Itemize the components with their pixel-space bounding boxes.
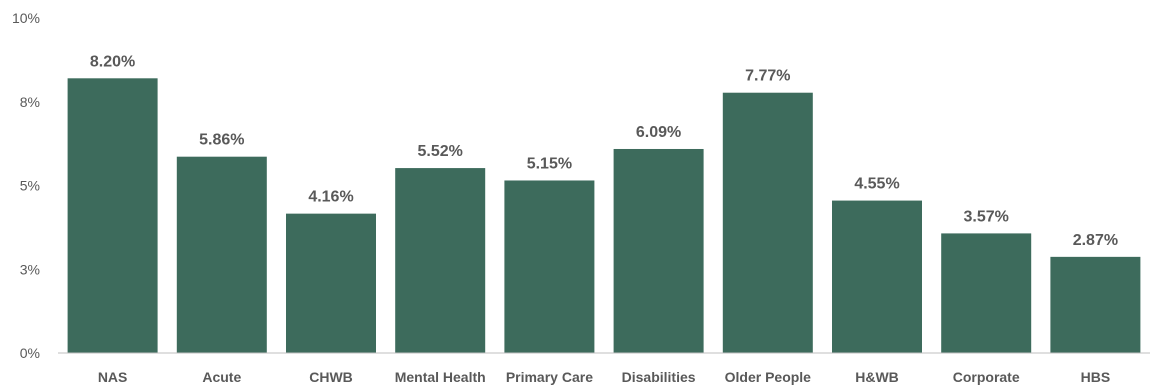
- data-label: 2.87%: [1073, 232, 1118, 249]
- x-tick-label: NAS: [98, 369, 128, 385]
- y-tick-label: 3%: [20, 261, 40, 277]
- y-axis: 0% 3% 5% 8% 10%: [12, 10, 40, 361]
- x-tick-label: Disabilities: [622, 369, 696, 385]
- bar: [176, 156, 267, 353]
- x-axis: NAS Acute CHWB Mental Health Primary Care Dis…: [58, 352, 1150, 385]
- data-labels: 8.20% 5.86% 4.16% 5.52% 5.15% 6.09% 7.77% 4.55%…: [90, 53, 1118, 249]
- x-tick-label: Older People: [725, 369, 812, 385]
- x-tick-label: Corporate: [953, 369, 1020, 385]
- data-label: 5.15%: [527, 155, 572, 172]
- bar: [504, 180, 595, 353]
- data-label: 3.57%: [964, 208, 1009, 225]
- bar: [1050, 256, 1141, 353]
- y-tick-label: 0%: [20, 345, 40, 361]
- bars: [67, 78, 1141, 354]
- y-tick-label: 5%: [20, 178, 40, 194]
- x-tick-label: Primary Care: [506, 369, 593, 385]
- bar: [67, 78, 158, 354]
- data-label: 8.20%: [90, 53, 135, 70]
- data-label: 7.77%: [745, 68, 790, 85]
- x-tick-label: Mental Health: [395, 369, 486, 385]
- bar: [395, 168, 486, 353]
- bar: [832, 200, 922, 353]
- data-label: 4.16%: [308, 189, 353, 206]
- y-tick-label: 10%: [12, 10, 40, 26]
- x-tick-label: HBS: [1081, 369, 1111, 385]
- bar: [722, 92, 813, 353]
- bar: [941, 233, 1032, 353]
- x-tick-label: CHWB: [309, 369, 353, 385]
- x-tick-label: Acute: [202, 369, 241, 385]
- data-label: 6.09%: [636, 124, 681, 141]
- data-label: 4.55%: [854, 176, 899, 193]
- bar: [286, 213, 376, 353]
- x-tick-label: H&WB: [855, 369, 899, 385]
- data-label: 5.52%: [418, 143, 463, 160]
- data-label: 5.86%: [199, 132, 244, 149]
- y-tick-label: 8%: [20, 94, 40, 110]
- bar: [613, 148, 704, 353]
